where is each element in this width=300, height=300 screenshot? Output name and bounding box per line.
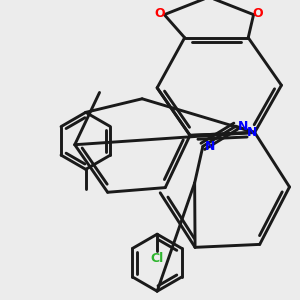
Text: O: O [253,7,263,20]
Text: O: O [154,7,165,20]
Text: N: N [247,126,257,139]
Text: N: N [238,120,248,133]
Text: N: N [205,140,215,153]
Text: Cl: Cl [151,252,164,265]
